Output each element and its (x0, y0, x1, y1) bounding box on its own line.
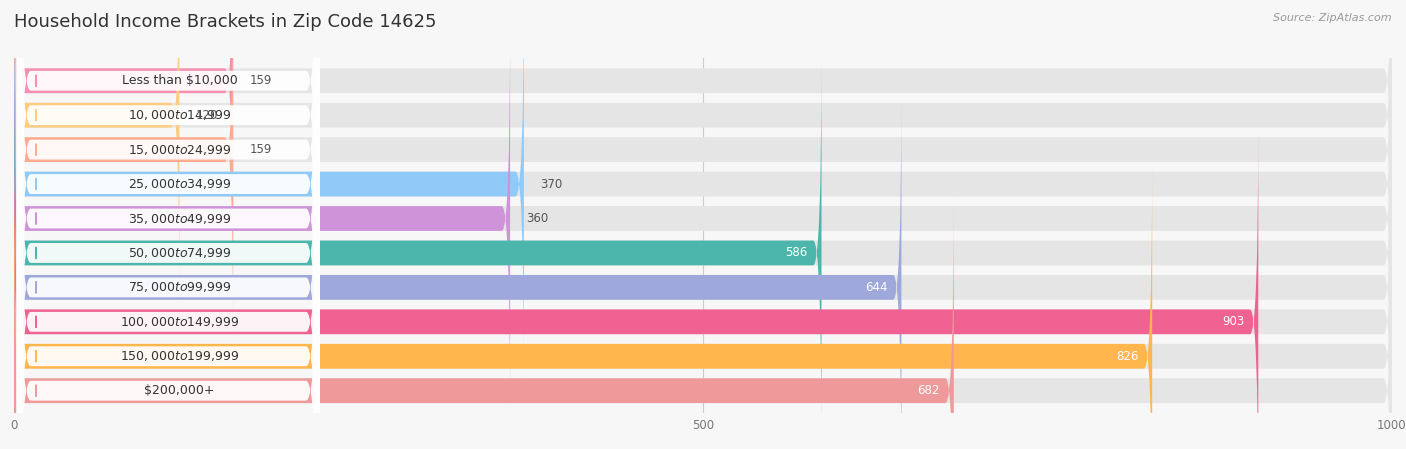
Text: 644: 644 (865, 281, 887, 294)
FancyBboxPatch shape (17, 0, 321, 449)
FancyBboxPatch shape (17, 0, 321, 449)
Text: $15,000 to $24,999: $15,000 to $24,999 (128, 143, 231, 157)
FancyBboxPatch shape (14, 93, 901, 449)
FancyBboxPatch shape (14, 197, 1392, 449)
Text: $35,000 to $49,999: $35,000 to $49,999 (128, 211, 231, 225)
Text: 826: 826 (1116, 350, 1139, 363)
Text: Source: ZipAtlas.com: Source: ZipAtlas.com (1274, 13, 1392, 23)
Text: $150,000 to $199,999: $150,000 to $199,999 (120, 349, 239, 363)
Text: 120: 120 (195, 109, 218, 122)
Text: 682: 682 (918, 384, 941, 397)
FancyBboxPatch shape (14, 0, 524, 379)
Text: 586: 586 (786, 247, 807, 260)
FancyBboxPatch shape (14, 0, 1392, 309)
Text: $50,000 to $74,999: $50,000 to $74,999 (128, 246, 231, 260)
Text: $100,000 to $149,999: $100,000 to $149,999 (120, 315, 239, 329)
FancyBboxPatch shape (17, 0, 321, 449)
Text: 370: 370 (540, 177, 562, 190)
Text: $10,000 to $14,999: $10,000 to $14,999 (128, 108, 231, 122)
FancyBboxPatch shape (17, 22, 321, 449)
FancyBboxPatch shape (14, 128, 1258, 449)
FancyBboxPatch shape (14, 0, 1392, 379)
FancyBboxPatch shape (14, 24, 510, 413)
Text: 903: 903 (1222, 315, 1244, 328)
Text: 159: 159 (250, 74, 271, 87)
FancyBboxPatch shape (17, 0, 321, 415)
FancyBboxPatch shape (17, 0, 321, 449)
FancyBboxPatch shape (17, 0, 321, 449)
Text: $25,000 to $34,999: $25,000 to $34,999 (128, 177, 231, 191)
Text: $75,000 to $99,999: $75,000 to $99,999 (128, 280, 231, 295)
Text: 159: 159 (250, 143, 271, 156)
Text: $200,000+: $200,000+ (145, 384, 215, 397)
FancyBboxPatch shape (14, 93, 1392, 449)
Text: 360: 360 (527, 212, 548, 225)
FancyBboxPatch shape (14, 59, 1392, 447)
FancyBboxPatch shape (17, 0, 321, 449)
FancyBboxPatch shape (14, 0, 1392, 275)
FancyBboxPatch shape (14, 0, 233, 344)
FancyBboxPatch shape (17, 56, 321, 449)
FancyBboxPatch shape (14, 0, 233, 275)
Text: Household Income Brackets in Zip Code 14625: Household Income Brackets in Zip Code 14… (14, 13, 436, 31)
FancyBboxPatch shape (17, 0, 321, 449)
FancyBboxPatch shape (14, 0, 180, 309)
FancyBboxPatch shape (14, 59, 821, 447)
FancyBboxPatch shape (14, 197, 953, 449)
Text: Less than $10,000: Less than $10,000 (121, 74, 238, 87)
FancyBboxPatch shape (14, 0, 1392, 344)
FancyBboxPatch shape (14, 162, 1152, 449)
FancyBboxPatch shape (14, 24, 1392, 413)
FancyBboxPatch shape (14, 128, 1392, 449)
FancyBboxPatch shape (14, 162, 1392, 449)
